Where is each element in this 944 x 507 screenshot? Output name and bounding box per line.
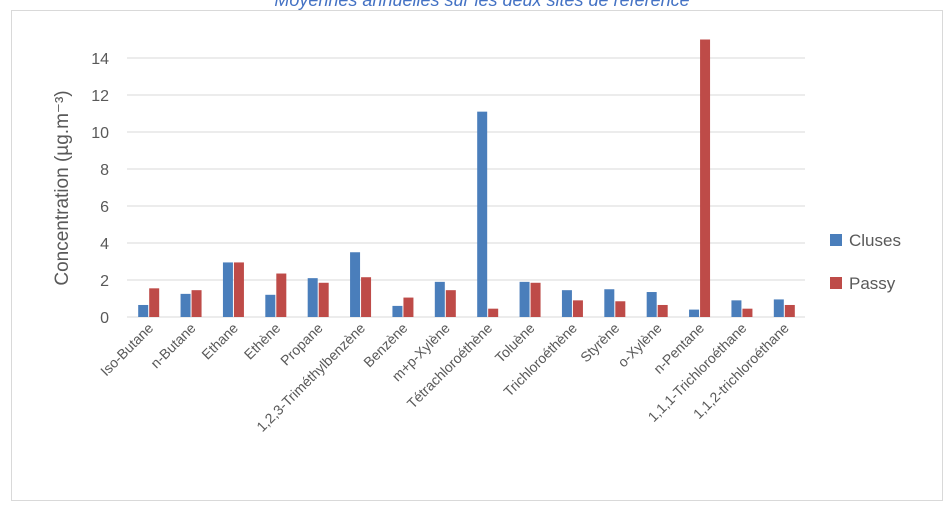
legend-label: Cluses bbox=[849, 231, 901, 250]
bar bbox=[434, 281, 445, 317]
y-tick-label: 0 bbox=[100, 310, 109, 327]
bar bbox=[350, 252, 361, 317]
bar bbox=[392, 305, 403, 317]
bar bbox=[318, 282, 329, 317]
y-tick-label: 8 bbox=[100, 162, 109, 179]
bar bbox=[604, 289, 615, 317]
y-axis-label: Concentration (µg.m⁻³) bbox=[52, 90, 73, 285]
y-tick-label: 6 bbox=[100, 199, 109, 216]
y-tick-label: 12 bbox=[91, 88, 109, 105]
bar bbox=[572, 300, 583, 317]
chart-title: Moyennes annuelles sur les deux sites de… bbox=[274, 0, 689, 10]
bar bbox=[149, 288, 160, 317]
bar bbox=[276, 273, 287, 317]
y-tick-label: 2 bbox=[100, 273, 109, 290]
bar bbox=[138, 304, 149, 317]
bar bbox=[615, 301, 626, 317]
legend-label: Passy bbox=[849, 274, 896, 293]
bar bbox=[784, 304, 795, 317]
bar bbox=[731, 300, 742, 317]
bar bbox=[445, 290, 456, 317]
bar bbox=[700, 39, 711, 317]
bar bbox=[519, 281, 530, 317]
bar bbox=[265, 294, 276, 317]
bar bbox=[773, 299, 784, 317]
y-tick-label: 4 bbox=[100, 236, 109, 253]
bar bbox=[646, 292, 657, 317]
legend-swatch bbox=[830, 277, 842, 289]
bar bbox=[488, 308, 499, 317]
bar bbox=[657, 304, 668, 317]
y-tick-label: 14 bbox=[91, 51, 109, 68]
bar bbox=[191, 290, 202, 317]
legend-swatch bbox=[830, 234, 842, 246]
bar bbox=[561, 290, 572, 317]
bar bbox=[233, 262, 244, 317]
chart-frame bbox=[11, 10, 943, 501]
y-tick-label: 10 bbox=[91, 125, 109, 142]
bar bbox=[222, 262, 233, 317]
bar bbox=[403, 297, 414, 317]
bar bbox=[742, 308, 753, 317]
bar bbox=[477, 111, 488, 318]
bar bbox=[307, 278, 318, 317]
bar bbox=[530, 282, 541, 317]
bar bbox=[361, 277, 372, 317]
bar bbox=[689, 309, 700, 317]
bar bbox=[180, 293, 191, 317]
